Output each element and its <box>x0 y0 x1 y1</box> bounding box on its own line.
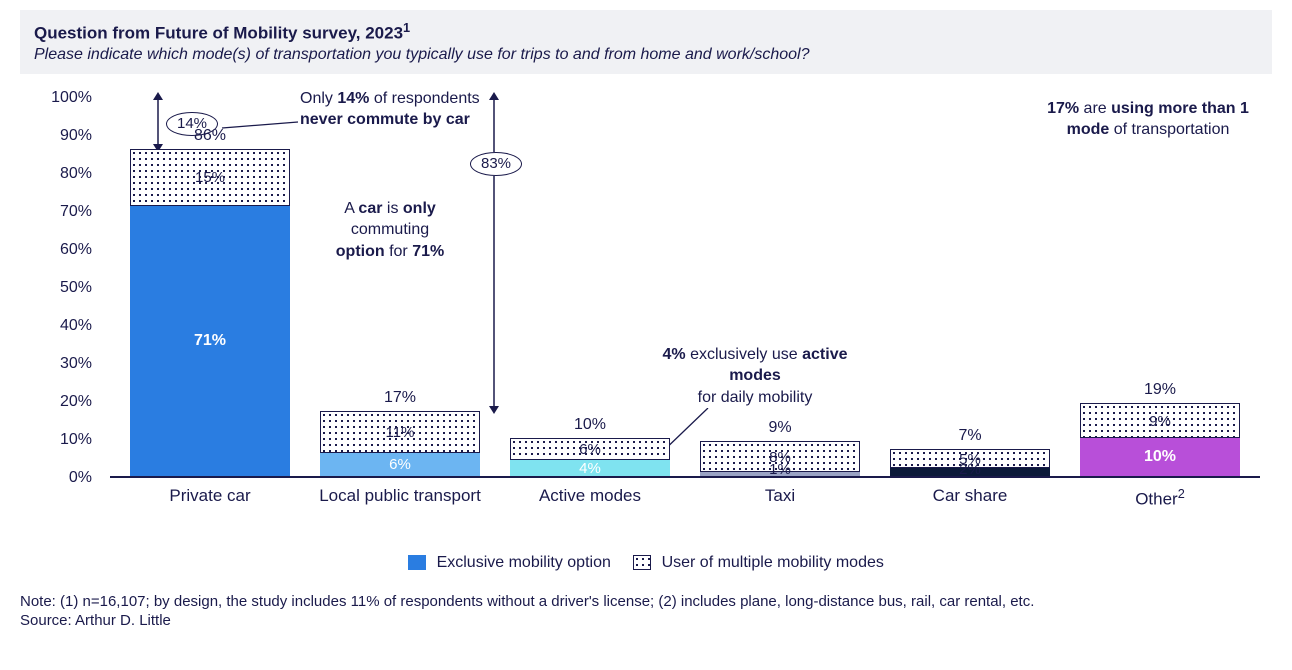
survey-title-sup: 1 <box>403 20 410 35</box>
chart-area: 0% 10% 20% 30% 40% 50% 60% 70% 80% 90% 100% 14% 83… <box>20 88 1272 548</box>
ytick: 20% <box>60 393 92 411</box>
bar-exclusive-label: 71% <box>130 332 290 350</box>
ytick: 60% <box>60 241 92 259</box>
bar-total-label: 17% <box>320 389 480 407</box>
survey-question-header: Question from Future of Mobility survey,… <box>20 10 1272 74</box>
xaxis-label-private_car: Private car <box>110 486 310 506</box>
xaxis-label-taxi: Taxi <box>680 486 880 506</box>
legend-swatch-exclusive <box>408 555 426 570</box>
ytick: 50% <box>60 279 92 297</box>
bar-multi-label: 5% <box>890 451 1050 468</box>
car-only-annotation: A car is only commuting option for 71% <box>310 198 470 263</box>
survey-subtitle: Please indicate which mode(s) of transpo… <box>34 46 1258 64</box>
bar-exclusive-label: 10% <box>1080 448 1240 466</box>
bar-total-label: 19% <box>1080 381 1240 399</box>
legend-multi-label: User of multiple mobility modes <box>662 554 884 571</box>
legend-swatch-multi <box>633 555 651 570</box>
legend-exclusive-label: Exclusive mobility option <box>437 554 611 571</box>
ytick: 70% <box>60 203 92 221</box>
ytick: 80% <box>60 165 92 183</box>
bar-total-label: 86% <box>130 127 290 145</box>
a83-value: 83% <box>470 152 522 176</box>
multi-mode-annotation: 17% are using more than 1 mode of transp… <box>1038 98 1258 141</box>
bar-multi-label: 11% <box>320 424 480 441</box>
ytick: 90% <box>60 127 92 145</box>
footnote: Note: (1) n=16,107; by design, the study… <box>20 592 1272 631</box>
a83-oval: 83% <box>470 152 522 176</box>
bar-multi-label: 8% <box>700 449 860 466</box>
a83-arrow-icon <box>484 92 504 416</box>
bar-total-label: 7% <box>890 427 1050 445</box>
never-commute-annotation: Only 14% of respondents never commute by… <box>300 88 490 131</box>
legend: Exclusive mobility option User of multip… <box>20 554 1272 572</box>
active-modes-annotation: 4% exclusively use active modes for dail… <box>650 344 860 409</box>
bar-exclusive-label: 6% <box>320 456 480 473</box>
plot-area: 14% 83% Only 14% of respondents never co… <box>110 98 1260 478</box>
xaxis-label-carshare: Car share <box>870 486 1070 506</box>
xaxis-label-active: Active modes <box>490 486 690 506</box>
survey-title-text: Question from Future of Mobility survey,… <box>34 24 403 43</box>
ytick: 10% <box>60 431 92 449</box>
ytick: 40% <box>60 317 92 335</box>
survey-title: Question from Future of Mobility survey,… <box>34 20 1258 44</box>
xaxis-label-other: Other2 <box>1060 486 1260 510</box>
bar-total-label: 9% <box>700 419 860 437</box>
y-axis: 0%10%20%30%40%50%60%70%80%90%100% <box>20 98 100 478</box>
bar-total-label: 10% <box>510 416 670 434</box>
bar-multi-label: 6% <box>510 441 670 458</box>
footnote-source: Source: Arthur D. Little <box>20 611 1272 631</box>
bar-multi-label: 9% <box>1080 413 1240 430</box>
bar-multi-label: 15% <box>130 169 290 186</box>
bar-exclusive-label: 4% <box>510 460 670 477</box>
ytick: 0% <box>69 469 92 487</box>
xaxis-label-lpt: Local public transport <box>300 486 500 506</box>
footnote-note: Note: (1) n=16,107; by design, the study… <box>20 592 1272 612</box>
ytick: 100% <box>51 89 92 107</box>
ytick: 30% <box>60 355 92 373</box>
